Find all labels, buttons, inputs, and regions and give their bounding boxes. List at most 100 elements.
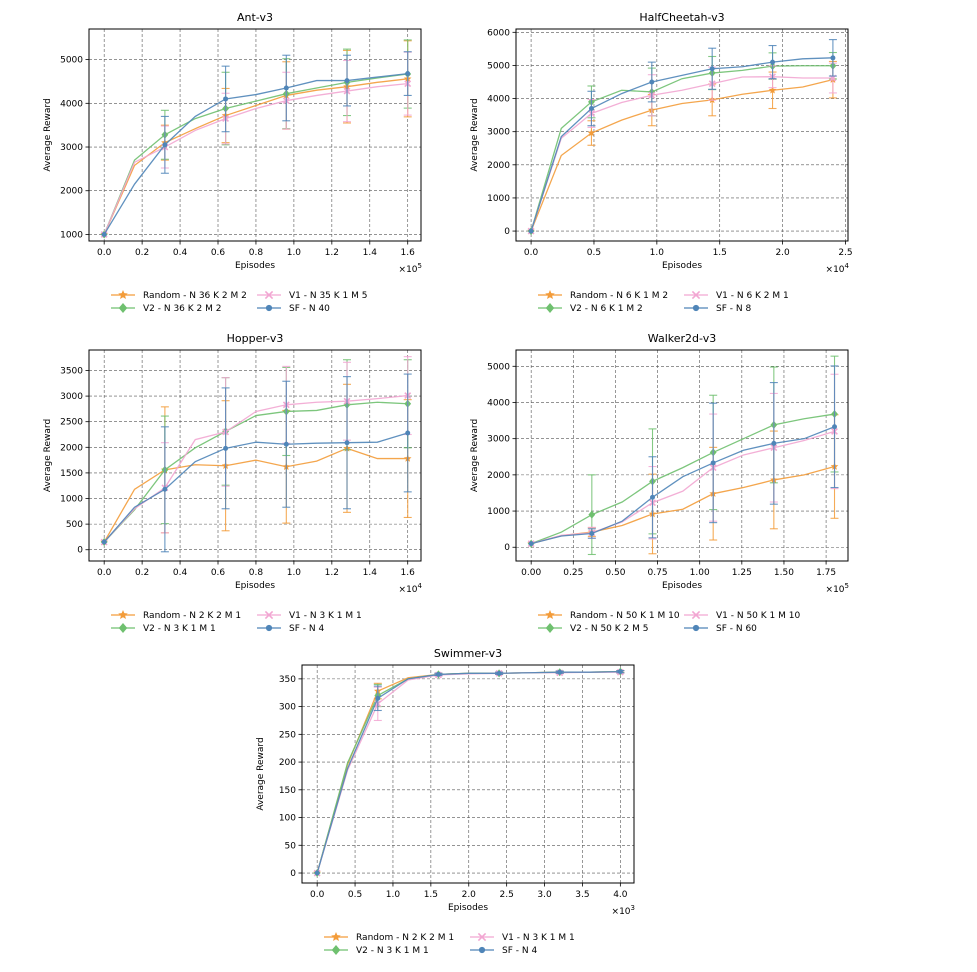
x-tick-label: 0.75	[648, 568, 668, 578]
x-tick-label: 1.0	[287, 248, 302, 258]
series-sf	[314, 669, 625, 876]
chart-title: HalfCheetah-v3	[639, 11, 724, 24]
series-line	[530, 76, 833, 232]
legend-marker	[478, 946, 486, 954]
data-point	[709, 66, 715, 72]
x-tick-label: 0.5	[348, 890, 362, 900]
legend-label: SF - N 4	[289, 624, 324, 634]
x-tick-label: 1.50	[774, 568, 794, 578]
x-tick-label: 3.0	[537, 890, 552, 900]
series-v2	[100, 39, 412, 239]
x-tick-label: 1.2	[325, 248, 339, 258]
x-axis-label: Episodes	[662, 261, 702, 271]
series-sf	[528, 39, 837, 234]
y-tick-label: 1000	[60, 495, 83, 505]
y-axis-label: Average Reward	[470, 419, 480, 492]
legend: Random - N 2 K 2 M 1 V2 - N 3 K 1 M 1 V1 -…	[111, 610, 362, 634]
x-tick-label: 2.0	[462, 890, 477, 900]
x-tick-label: 0.4	[173, 248, 188, 258]
series-random	[527, 60, 837, 235]
data-point	[223, 445, 229, 451]
offset-exponent: 3	[631, 904, 635, 912]
series-line	[103, 72, 408, 235]
y-tick-label: 2000	[60, 443, 83, 453]
y-axis-label: Average Reward	[43, 98, 53, 171]
data-point	[617, 669, 623, 675]
data-point	[283, 85, 289, 91]
y-tick-label: 0	[290, 869, 296, 879]
chart-panel-0: Ant-v3 0.0 0.2 0.4 0.6 0.8 1.0 1.2 1.4 1.6 1000 200…	[43, 11, 422, 314]
x-tick-label: 0.5	[587, 248, 601, 258]
offset-exponent: 5	[418, 262, 422, 270]
offset-exponent: 5	[845, 582, 849, 590]
x-tick-label: 1.2	[325, 568, 339, 578]
data-point	[832, 424, 837, 430]
chart-title: Walker2d-v3	[648, 332, 716, 345]
series-line	[316, 671, 621, 874]
plot-frame	[301, 664, 635, 884]
x-tick-label: 0.0	[97, 568, 112, 578]
data-point	[528, 541, 534, 547]
x-tick-label: 1.0	[287, 568, 302, 578]
x-tick-label: 2.5	[499, 890, 513, 900]
x-tick-label: 0.6	[211, 568, 226, 578]
y-tick-label: 4000	[60, 99, 83, 109]
x-axis-label: Episodes	[235, 261, 275, 271]
data-point	[649, 79, 655, 85]
legend-marker	[545, 623, 555, 633]
x-offset-label: ×103	[612, 904, 635, 917]
chart-title: Ant-v3	[237, 11, 273, 24]
series-line	[530, 413, 835, 545]
data-point	[405, 430, 411, 436]
legend-marker	[477, 932, 487, 942]
y-axis-label: Average Reward	[43, 419, 53, 492]
y-tick-label: 1000	[487, 194, 510, 204]
series-line	[103, 73, 408, 235]
data-point	[770, 59, 776, 65]
legend: Random - N 6 K 1 M 2 V2 - N 6 K 1 M 2 V1 -…	[538, 290, 789, 314]
y-tick-label: 5000	[487, 61, 510, 71]
x-tick-label: 0.4	[173, 568, 188, 578]
series-sf	[101, 373, 412, 553]
data-point	[587, 129, 596, 137]
offset-multiplier: ×10	[826, 585, 845, 595]
legend-label: V2 - N 3 K 1 M 1	[356, 946, 429, 956]
y-tick-label: 350	[279, 675, 296, 685]
legend-label: Random - N 2 K 2 M 1	[143, 611, 241, 621]
series-v2	[527, 51, 837, 236]
y-axis-label: Average Reward	[470, 98, 480, 171]
legend-marker	[692, 304, 700, 312]
x-tick-label: 0.0	[310, 890, 325, 900]
legend-label: V1 - N 3 K 1 M 1	[502, 933, 575, 943]
legend-label: V2 - N 6 K 1 M 2	[570, 304, 643, 314]
offset-exponent: 4	[418, 582, 423, 590]
x-tick-label: 0.50	[605, 568, 625, 578]
x-tick-label: 0.2	[135, 568, 149, 578]
legend-label: Random - N 2 K 2 M 1	[356, 933, 454, 943]
legend-marker	[545, 290, 555, 300]
plot-frame	[515, 28, 849, 242]
legend-label: V1 - N 35 K 1 M 5	[289, 291, 367, 301]
data-point	[162, 142, 168, 148]
legend-marker	[331, 932, 341, 942]
x-tick-label: 0.6	[211, 248, 226, 258]
legend-marker	[545, 303, 555, 313]
data-point	[830, 55, 836, 61]
x-tick-label: 1.4	[363, 568, 378, 578]
y-tick-label: 0	[77, 546, 83, 556]
data-point	[435, 671, 441, 677]
x-tick-label: 1.00	[690, 568, 710, 578]
series-line	[530, 65, 833, 232]
x-tick-label: 4.0	[613, 890, 628, 900]
legend-label: SF - N 60	[716, 624, 757, 634]
series-line	[530, 57, 833, 232]
y-tick-label: 6000	[487, 28, 510, 38]
y-tick-label: 2000	[487, 161, 510, 171]
series-v1	[313, 668, 625, 877]
chart-panel-2: Hopper-v3 0.0 0.2 0.4 0.6 0.8 1.0 1.2 1.4 1.6 0 500…	[43, 332, 423, 634]
data-point	[101, 539, 107, 545]
x-offset-label: ×105	[399, 262, 422, 275]
data-point	[283, 441, 289, 447]
data-point	[650, 494, 655, 500]
